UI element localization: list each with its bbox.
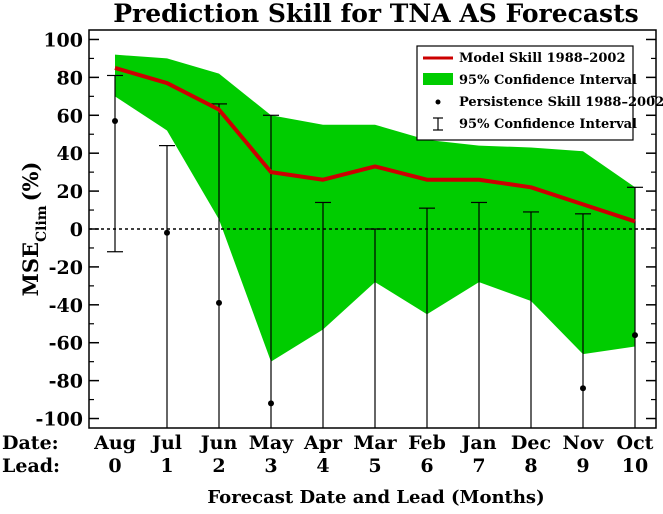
error-bar xyxy=(419,207,435,428)
x-lead-label: 7 xyxy=(472,455,485,477)
error-bar xyxy=(575,213,591,428)
error-bar xyxy=(523,211,539,428)
x-lead-label: 10 xyxy=(622,455,648,477)
persistence-point xyxy=(632,332,638,339)
x-category-label: Dec xyxy=(511,432,551,454)
y-axis-label-unit: (%) xyxy=(18,162,43,202)
x-category-label: May xyxy=(249,432,294,454)
legend-entry: Model Skill 1988–2002 xyxy=(423,51,626,66)
lead-row-label: Lead: xyxy=(2,455,60,477)
persistence-point xyxy=(112,117,118,124)
legend-entry: Persistence Skill 1988–2002 xyxy=(435,95,663,110)
error-bar xyxy=(107,74,123,253)
chart-title: Prediction Skill for TNA AS Forecasts xyxy=(113,0,639,28)
y-axis-label-main: MSE xyxy=(18,242,43,296)
error-bar xyxy=(471,201,487,428)
error-bar xyxy=(367,228,383,428)
error-bar xyxy=(263,114,279,428)
x-lead-label: 3 xyxy=(264,455,277,477)
x-category-label: Jan xyxy=(459,432,496,454)
model-skill-line xyxy=(114,65,636,224)
y-tick-label: -60 xyxy=(49,333,83,355)
persistence-point xyxy=(268,400,274,407)
x-category-label: Feb xyxy=(408,432,446,454)
error-bar xyxy=(315,201,331,428)
y-tick-label: 100 xyxy=(43,29,83,51)
x-lead-label: 2 xyxy=(212,455,225,477)
x-lead-label: 4 xyxy=(316,455,329,477)
y-tick-label: 40 xyxy=(57,143,83,165)
legend-entry: 95% Confidence Interval xyxy=(433,117,637,132)
legend-label: 95% Confidence Interval xyxy=(459,73,637,88)
x-category-label: Aug xyxy=(93,432,136,454)
x-axis-label: Forecast Date and Lead (Months) xyxy=(207,487,544,508)
legend-label: Model Skill 1988–2002 xyxy=(459,51,626,66)
x-lead-label: 6 xyxy=(420,455,433,477)
x-lead-label: 8 xyxy=(524,455,537,477)
x-category-label: Jun xyxy=(199,432,238,454)
y-tick-label: 60 xyxy=(57,105,83,127)
legend-label: 95% Confidence Interval xyxy=(459,117,637,132)
persistence-point xyxy=(216,299,222,306)
y-tick-label: 20 xyxy=(57,181,83,203)
legend-entry: 95% Confidence Interval xyxy=(423,73,637,88)
y-axis-label: MSEClim (%) xyxy=(18,162,50,297)
error-bar xyxy=(159,145,175,428)
x-category-label: Jul xyxy=(150,432,182,454)
x-category-label: Apr xyxy=(303,432,343,454)
y-tick-label: 80 xyxy=(57,67,83,89)
y-tick-label: -80 xyxy=(49,371,83,393)
y-tick-label: -100 xyxy=(35,409,83,431)
x-lead-label: 0 xyxy=(108,455,121,477)
legend-label: Persistence Skill 1988–2002 xyxy=(459,95,663,110)
persistence-point xyxy=(164,229,170,236)
persistence-point xyxy=(580,385,586,392)
error-bar xyxy=(211,103,227,428)
date-row-label: Date: xyxy=(2,432,59,454)
x-lead-label: 5 xyxy=(368,455,381,477)
x-category-label: Mar xyxy=(353,432,397,454)
error-bar xyxy=(627,186,643,428)
y-tick-label: 0 xyxy=(70,219,83,241)
y-axis-label-sub: Clim xyxy=(34,205,50,242)
x-category-label: Oct xyxy=(617,432,654,454)
x-lead-label: 9 xyxy=(576,455,589,477)
legend-box xyxy=(416,45,634,141)
y-tick-label: -40 xyxy=(49,295,83,317)
svg-text:MSEClim(%): MSEClim (%) xyxy=(18,162,50,297)
x-lead-label: 1 xyxy=(160,455,173,477)
x-category-label: Nov xyxy=(562,432,604,454)
y-tick-label: -20 xyxy=(49,257,83,279)
confidence-band xyxy=(115,54,635,362)
